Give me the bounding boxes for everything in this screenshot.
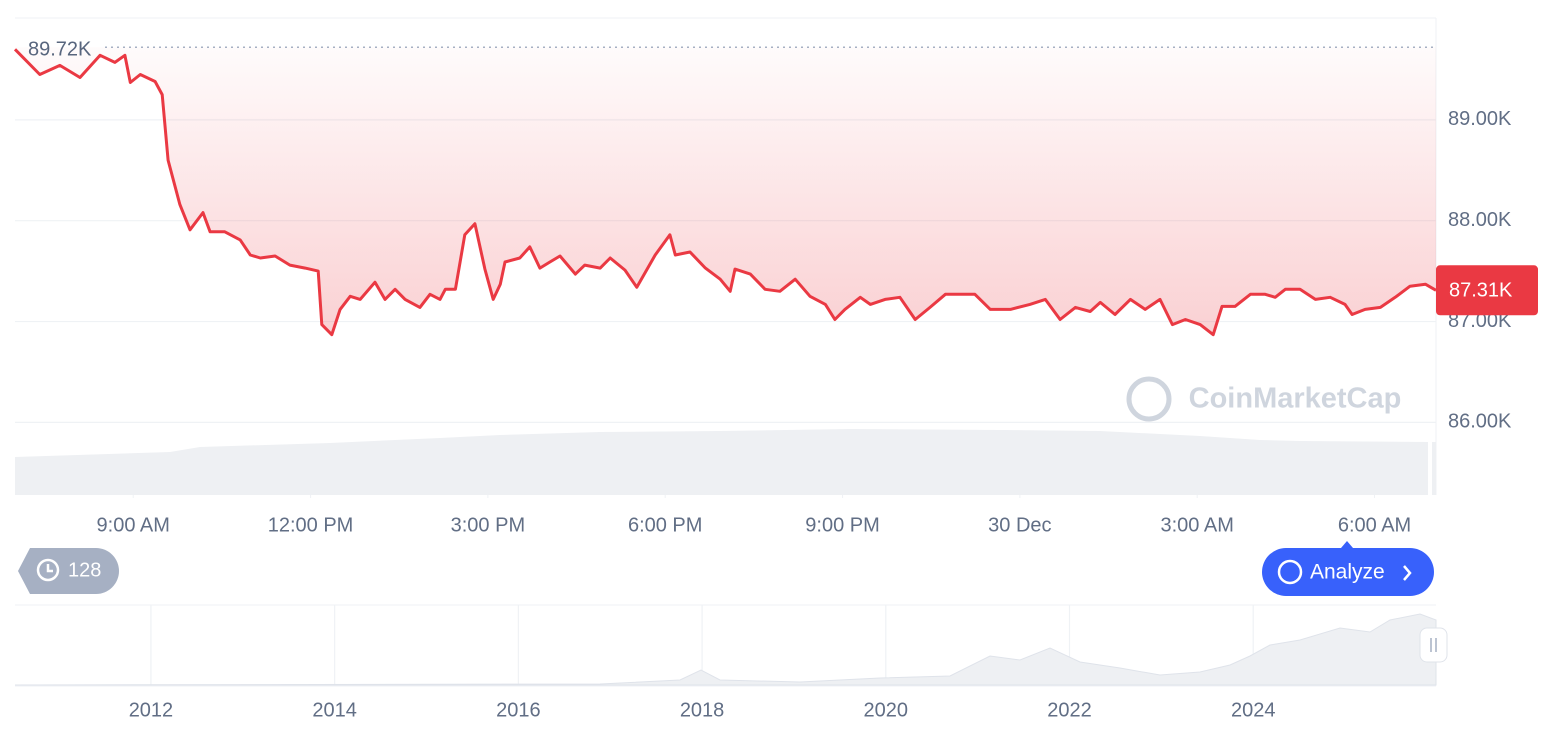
last-price-tag [1436, 265, 1538, 316]
navigator-tick-label: 2022 [1047, 699, 1092, 721]
navigator-handle[interactable] [1419, 627, 1448, 663]
x-tick-label: 9:00 AM [97, 514, 170, 536]
x-tick-label: 6:00 AM [1338, 514, 1411, 536]
volume-area [15, 429, 1428, 495]
high-label: 89.72K [28, 39, 92, 61]
x-tick-label: 3:00 AM [1161, 514, 1234, 536]
y-tick-label: 88.00K [1448, 209, 1512, 231]
x-tick-label: 3:00 PM [451, 514, 525, 536]
navigator-tick-label: 2016 [496, 699, 541, 721]
area-fill [15, 47, 1436, 335]
navigator-tick-label: 2020 [864, 699, 909, 721]
x-tick-label: 9:00 PM [805, 514, 879, 536]
navigator-tick-label: 2024 [1231, 699, 1276, 721]
button-pointer [1341, 541, 1353, 548]
analyze-label[interactable]: Analyze [1310, 561, 1385, 584]
volume-bar [1432, 442, 1436, 495]
y-tick-label: 86.00K [1448, 411, 1512, 433]
history-icon [36, 558, 60, 582]
navigator-tick-label: 2014 [312, 699, 357, 721]
navigator-tick-label: 2012 [129, 699, 174, 721]
x-tick-label: 12:00 PM [268, 514, 354, 536]
last-price-label: 87.31K [1449, 280, 1513, 302]
watermark: CoinMarketCap [1189, 383, 1402, 415]
history-badge[interactable] [18, 548, 120, 594]
price-line [13, 48, 1437, 337]
y-tick-label: 87.00K [1448, 310, 1512, 332]
plot [13, 46, 1437, 423]
navigator-tick-label: 2018 [680, 699, 725, 721]
x-tick-label: 30 Dec [988, 514, 1051, 536]
analyze-button[interactable] [1262, 548, 1434, 596]
y-tick-label: 89.00K [1448, 108, 1512, 130]
history-icon [46, 564, 53, 573]
navigator-area [14, 613, 1437, 686]
x-tick-label: 6:00 PM [628, 514, 702, 536]
watermark-logo [1126, 376, 1172, 422]
analyze-chevron [1403, 565, 1412, 581]
analyze-icon [1277, 559, 1303, 585]
history-count[interactable]: 128 [68, 559, 101, 581]
